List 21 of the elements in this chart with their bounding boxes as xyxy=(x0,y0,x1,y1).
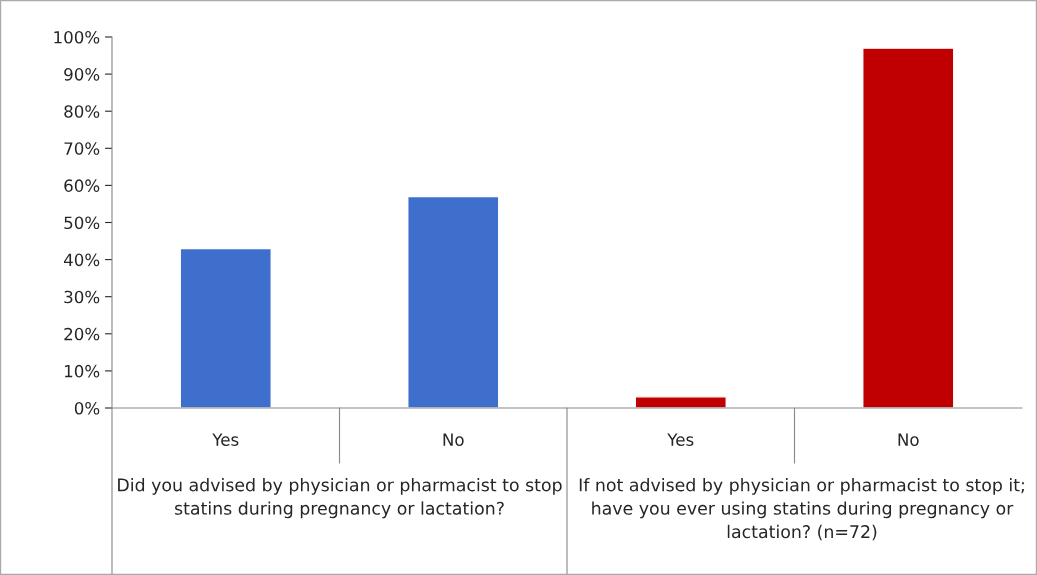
text: Did you advised by physician or pharmacist to stop statins during pregnancy or lactation? xyxy=(118,478,562,519)
bar xyxy=(634,396,727,408)
y-tick-label: 20% xyxy=(64,327,100,341)
bar xyxy=(862,47,955,408)
bar xyxy=(407,195,500,408)
y-tick-label: 40% xyxy=(63,253,100,267)
bar xyxy=(179,247,272,408)
y-tick-label: 70% xyxy=(64,142,100,155)
y-tick-label: 50% xyxy=(64,216,100,230)
y-tick-label: 90% xyxy=(64,68,100,81)
y-tick-label: 10% xyxy=(64,364,100,378)
y-tick-label: 0% xyxy=(74,401,100,415)
x-tick-label: No xyxy=(898,433,919,446)
y-tick-label: 80% xyxy=(64,105,100,118)
x-tick-label: No xyxy=(443,433,464,446)
x-tick-label: Yes xyxy=(212,433,239,446)
y-tick-label: 100% xyxy=(54,30,100,44)
x-tick-label: Yes xyxy=(667,433,694,446)
text: If not advised by physician or pharmacist to stop it; have you ever using statins during pregnancy or lactation? (n=72) xyxy=(579,478,1024,541)
y-tick-label: 60% xyxy=(64,179,100,192)
y-tick-label: 30% xyxy=(64,290,100,304)
